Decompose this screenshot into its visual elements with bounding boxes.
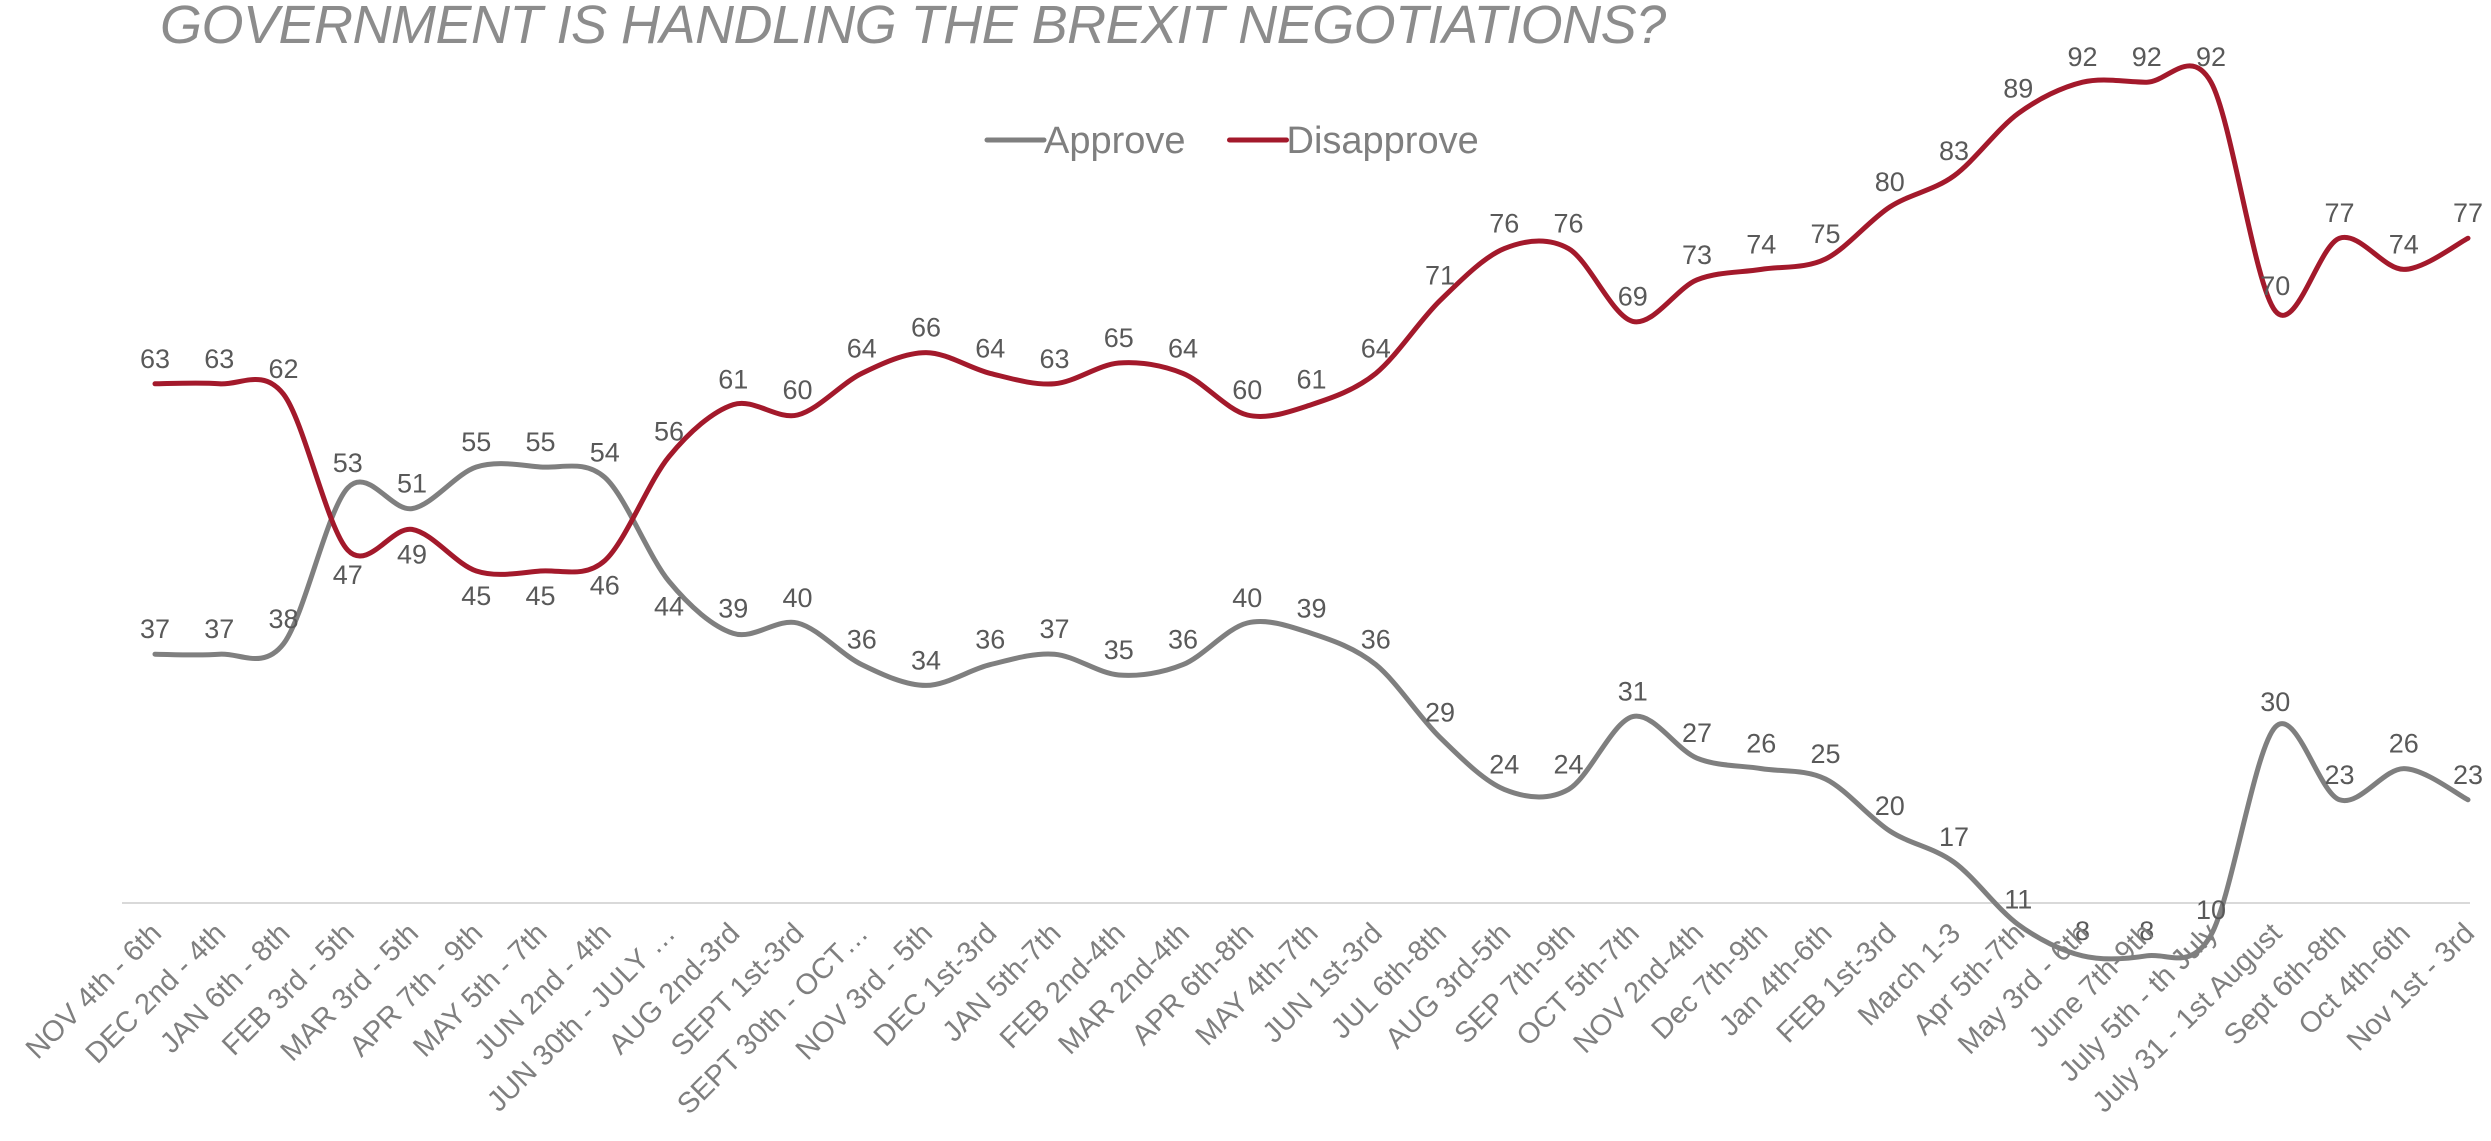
data-label-disapprove: 89 [2003, 73, 2033, 103]
data-label-disapprove: 77 [2453, 198, 2483, 228]
data-label-disapprove: 62 [268, 354, 298, 384]
data-label-approve: 8 [2075, 916, 2090, 946]
series-line-approve [152, 461, 2471, 962]
data-label-approve: 17 [1939, 822, 1969, 852]
data-label-approve: 37 [204, 614, 234, 644]
data-label-approve: 36 [975, 625, 1005, 655]
data-label-disapprove: 64 [1168, 333, 1198, 363]
data-label-approve: 11 [2004, 885, 2032, 915]
data-label-disapprove: 76 [1553, 209, 1583, 239]
data-label-approve: 51 [397, 469, 427, 499]
data-label-approve: 39 [718, 593, 748, 623]
data-label-disapprove: 74 [2389, 229, 2419, 259]
data-label-approve: 24 [1489, 749, 1519, 779]
data-label-disapprove: 74 [1746, 229, 1776, 259]
data-label-disapprove: 61 [718, 365, 748, 395]
data-label-disapprove: 60 [782, 375, 812, 405]
data-label-approve: 10 [2196, 895, 2226, 925]
data-label-disapprove: 45 [461, 581, 491, 611]
data-label-disapprove: 92 [2132, 42, 2162, 72]
data-label-approve: 23 [2453, 760, 2483, 790]
data-label-approve: 40 [1232, 583, 1262, 613]
data-label-disapprove: 63 [1039, 344, 1069, 374]
legend-label-approve: Approve [1044, 120, 1186, 162]
data-label-disapprove: 47 [333, 560, 363, 590]
data-label-approve: 24 [1553, 749, 1583, 779]
data-label-approve: 36 [1361, 625, 1391, 655]
data-label-approve: 31 [1618, 677, 1648, 707]
data-label-disapprove: 73 [1682, 240, 1712, 270]
data-label-approve: 35 [1104, 635, 1134, 665]
data-label-approve: 39 [1296, 593, 1326, 623]
data-label-disapprove: 70 [2260, 271, 2290, 301]
data-label-disapprove: 63 [204, 344, 234, 374]
data-label-approve: 27 [1682, 718, 1712, 748]
data-label-disapprove: 75 [1810, 219, 1840, 249]
data-label-approve: 20 [1875, 791, 1905, 821]
data-label-disapprove: 63 [140, 344, 170, 374]
data-label-disapprove: 56 [654, 417, 684, 447]
data-label-disapprove: 64 [975, 333, 1005, 363]
data-label-approve: 54 [590, 437, 620, 467]
series-lines [152, 63, 2471, 962]
data-label-disapprove: 64 [1361, 333, 1391, 363]
data-label-approve: 38 [268, 604, 298, 634]
data-label-approve: 36 [1168, 625, 1198, 655]
data-label-disapprove: 45 [525, 581, 555, 611]
data-label-disapprove: 66 [911, 313, 941, 343]
data-labels: 37 37 38 53 51 55 55 54 44 39 40 36 34 36 37 35 36 40 39 36… [140, 42, 2483, 946]
series-line-disapprove [152, 63, 2471, 577]
legend-label-disapprove: Disapprove [1287, 120, 1479, 162]
data-label-disapprove: 64 [847, 333, 877, 363]
data-label-approve: 37 [1039, 614, 1069, 644]
data-label-disapprove: 92 [2196, 42, 2226, 72]
data-label-disapprove: 83 [1939, 136, 1969, 166]
data-label-disapprove: 46 [590, 571, 620, 601]
data-label-approve: 26 [2389, 729, 2419, 759]
data-label-approve: 40 [782, 583, 812, 613]
legend: Approve Disapprove [984, 120, 1479, 162]
data-label-approve: 36 [847, 625, 877, 655]
data-label-disapprove: 61 [1296, 365, 1326, 395]
data-label-approve: 53 [333, 448, 363, 478]
data-label-disapprove: 71 [1425, 261, 1455, 291]
data-label-approve: 26 [1746, 729, 1776, 759]
data-label-disapprove: 49 [397, 539, 427, 569]
data-label-approve: 30 [2260, 687, 2290, 717]
data-label-approve: 44 [654, 591, 684, 621]
data-label-approve: 29 [1425, 697, 1455, 727]
data-label-approve: 55 [461, 427, 491, 457]
data-label-disapprove: 65 [1104, 323, 1134, 353]
chart-title: GOVERNMENT IS HANDLING THE BREXIT NEGOTI… [160, 0, 1666, 55]
data-label-approve: 34 [911, 645, 941, 675]
data-label-disapprove: 80 [1875, 167, 1905, 197]
data-label-approve: 55 [525, 427, 555, 457]
data-label-approve: 8 [2139, 916, 2154, 946]
data-label-disapprove: 76 [1489, 209, 1519, 239]
data-label-disapprove: 60 [1232, 375, 1262, 405]
data-label-approve: 23 [2324, 760, 2354, 790]
data-label-approve: 37 [140, 614, 170, 644]
data-label-approve: 25 [1810, 739, 1840, 769]
data-label-disapprove: 77 [2324, 198, 2354, 228]
data-label-disapprove: 92 [2067, 42, 2097, 72]
data-label-disapprove: 69 [1618, 281, 1648, 311]
